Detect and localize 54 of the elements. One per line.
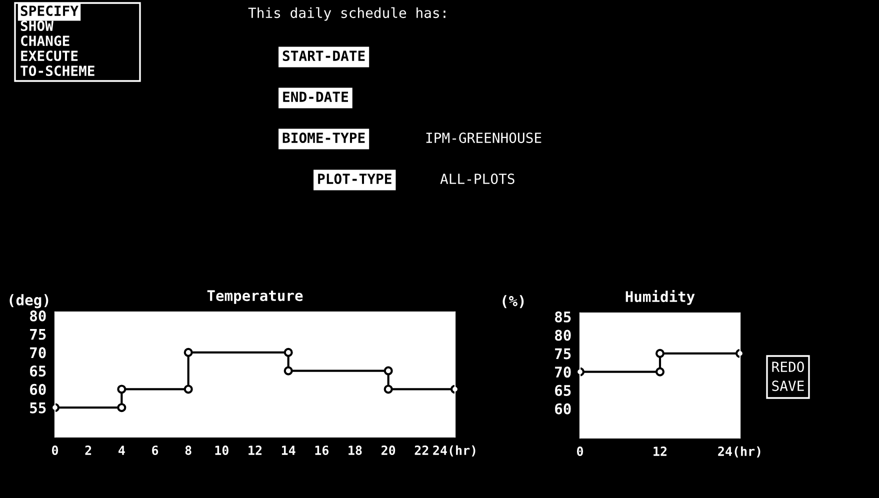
x-tick-label: 0 xyxy=(576,446,584,456)
text: START-DATE xyxy=(282,50,365,62)
x-tick-label: 10 xyxy=(215,446,228,456)
y-tick-label: 65 xyxy=(555,384,571,396)
point xyxy=(384,366,393,376)
y-tick-label: 70 xyxy=(30,347,46,358)
x-tick-label: 12 xyxy=(654,446,666,456)
text: EXECUTE xyxy=(21,50,78,62)
point xyxy=(284,366,293,376)
text: SPECIFY xyxy=(20,6,78,16)
y-tick-label: 80 xyxy=(555,330,571,341)
y-tick-label: 65 xyxy=(30,366,46,377)
chart-title: Temperature xyxy=(207,290,303,304)
point xyxy=(184,384,193,394)
x-tick-label: 20 xyxy=(382,446,396,456)
x-tick-label: 4 xyxy=(118,446,125,455)
point xyxy=(117,403,126,412)
point xyxy=(284,348,293,357)
y-tick-label: 55 xyxy=(30,402,46,414)
y-tick-label: 75 xyxy=(30,328,46,340)
text: This daily schedule has: xyxy=(248,7,446,21)
x-tick-label: 8 xyxy=(185,446,192,456)
y-tick-label: 80 xyxy=(30,310,46,322)
y-tick-label: 75 xyxy=(555,348,571,360)
x-tick-label: 0 xyxy=(52,446,58,456)
point xyxy=(184,348,193,357)
y-axis-title: (deg) xyxy=(10,294,48,308)
text: REDO xyxy=(772,362,804,372)
x-tick-label: 16 xyxy=(315,446,329,456)
y-tick-label: 85 xyxy=(555,311,571,322)
text: TO-SCHEME xyxy=(20,66,94,76)
text: ALL-PLOTS xyxy=(440,174,514,184)
text: BIOME-TYPE xyxy=(282,132,365,144)
text: IPM-GREENHOUSE xyxy=(426,132,542,144)
text: SHOW xyxy=(20,20,54,32)
chart-title: Humidity xyxy=(626,290,695,305)
x-tick-label: 12 xyxy=(248,446,262,455)
x-tick-label: 6 xyxy=(152,446,158,456)
x-tick-label: 24(hr) xyxy=(718,446,760,458)
y-tick-label: 70 xyxy=(555,366,571,378)
text: CHANGE xyxy=(21,36,70,46)
text: PLOT-TYPE xyxy=(318,174,392,184)
y-tick-label: 60 xyxy=(555,403,571,414)
x-tick-label: 24(hr) xyxy=(433,445,476,456)
point xyxy=(384,384,393,394)
x-tick-label: 18 xyxy=(348,446,362,456)
text: SAVE xyxy=(772,380,804,392)
x-tick-label: 14 xyxy=(282,446,296,455)
x-tick-label: 22 xyxy=(414,446,428,455)
point xyxy=(117,384,126,394)
y-axis-title: (%) xyxy=(502,295,524,308)
text: END-DATE xyxy=(283,92,348,102)
y-tick-label: 60 xyxy=(30,384,46,395)
x-tick-label: 2 xyxy=(85,446,92,455)
